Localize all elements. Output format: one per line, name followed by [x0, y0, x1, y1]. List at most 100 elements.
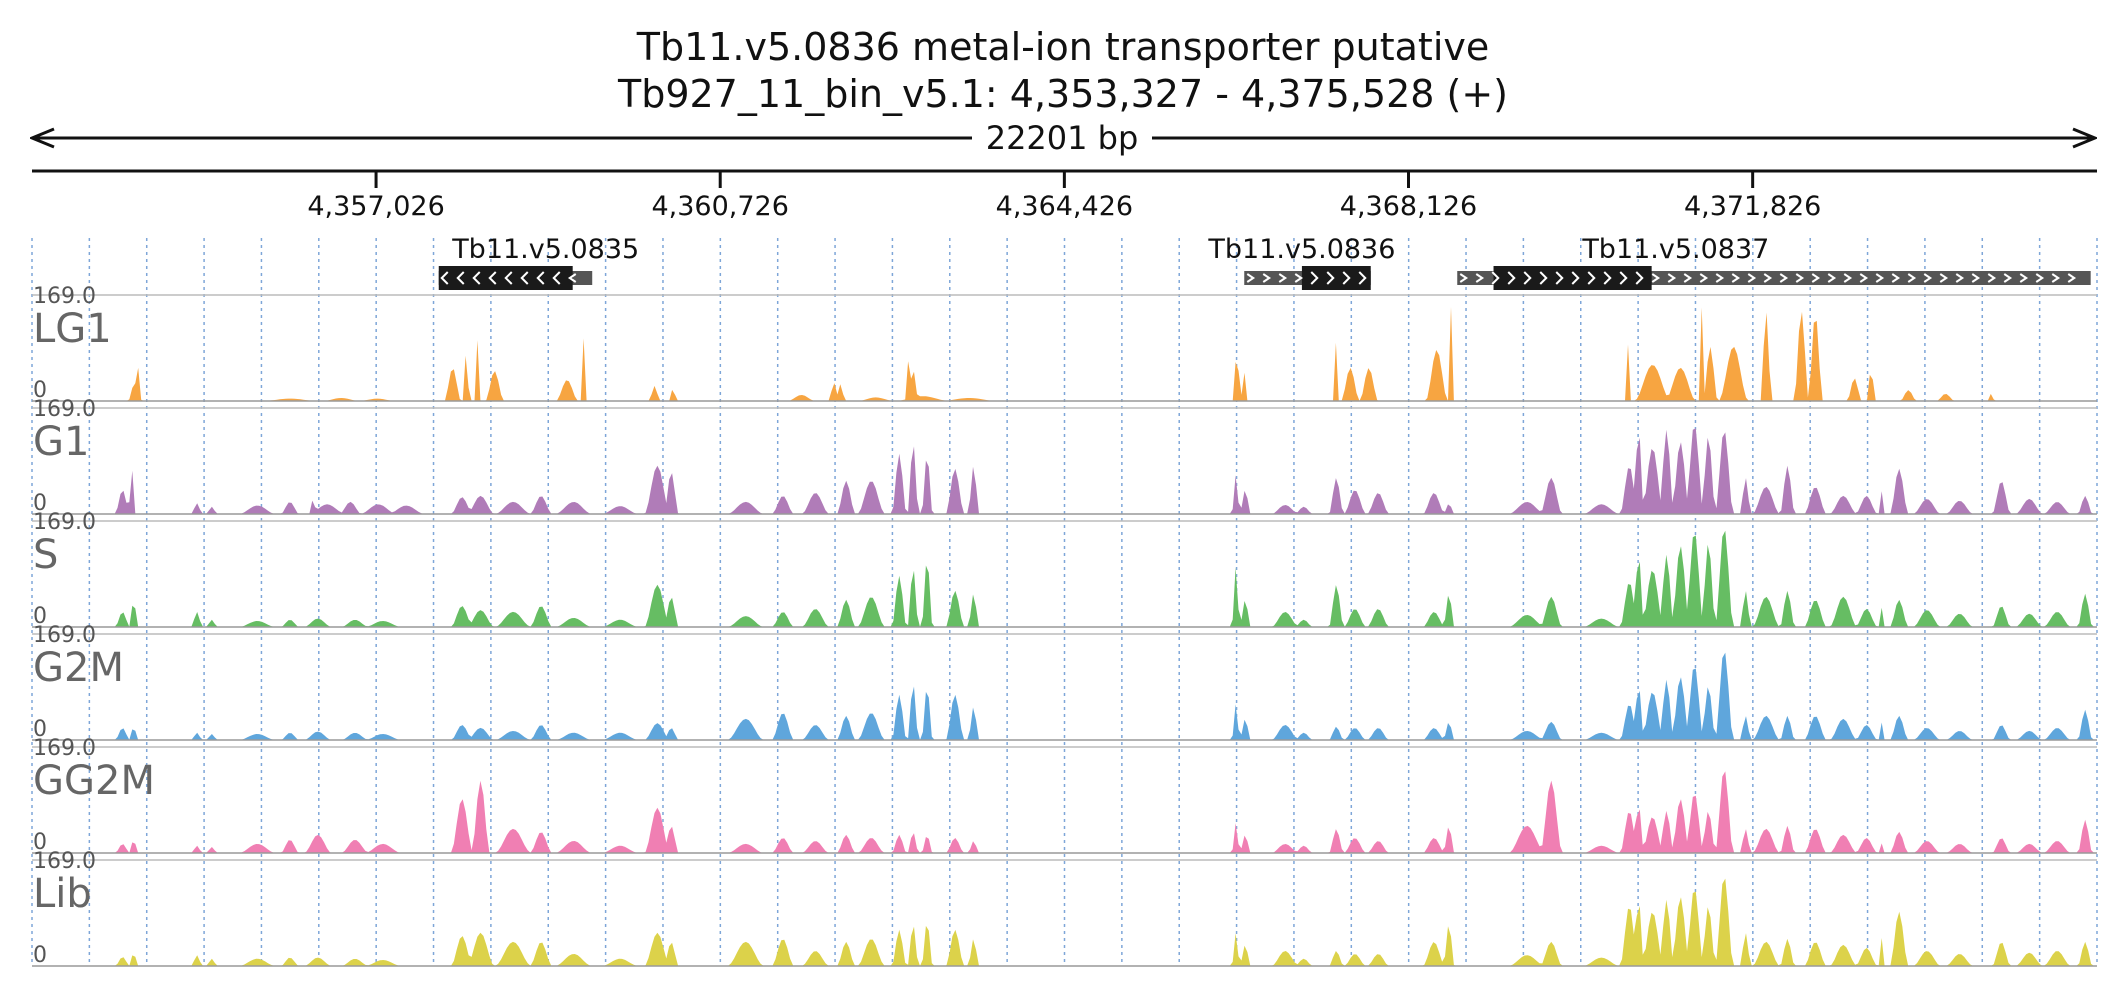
strand-chevron-icon: [1326, 271, 1335, 285]
gene-model[interactable]: Tb11.v5.0837: [1457, 234, 2091, 290]
track-name-label: S: [33, 532, 58, 578]
strand-chevron-icon: [1811, 273, 1821, 283]
strand-chevron-icon: [1859, 273, 1869, 283]
strand-chevron-icon: [1699, 273, 1709, 283]
coordinate-axis: 4,357,026 4,360,726 4,364,426 4,368,126 4,37…: [32, 169, 2097, 222]
strand-chevron-icon: [1571, 271, 1580, 285]
coverage-track-s: 169.0 0 S: [32, 510, 2097, 629]
strand-chevron-icon: [1507, 271, 1516, 285]
strand-chevron-icon: [1555, 271, 1564, 285]
strand-chevron-icon: [1651, 273, 1661, 283]
strand-chevron-icon: [520, 271, 529, 285]
coverage-track-g1: 169.0 0 G1: [32, 397, 2097, 516]
coverage-area: [32, 428, 2097, 514]
strand-chevron-icon: [1310, 271, 1319, 285]
strand-chevron-icon: [472, 271, 481, 285]
track-max-label: 169.0: [33, 397, 96, 422]
strand-chevron-icon: [1731, 273, 1741, 283]
gene-cds: [1301, 266, 1371, 290]
coverage-track-gg2m: 169.0 0 GG2M: [32, 736, 2097, 855]
strand-chevron-icon: [2051, 273, 2061, 283]
strand-chevron-icon: [1475, 273, 1485, 283]
strand-chevron-icon: [1763, 273, 1773, 283]
gene-models-track: Tb11.v5.0835 Tb11.v5.0836 Tb11.v5.0837: [438, 234, 2091, 290]
strand-chevron-icon: [1923, 273, 1933, 283]
strand-chevron-icon: [488, 271, 497, 285]
strand-chevron-icon: [1278, 273, 1288, 283]
strand-chevron-icon: [1971, 273, 1981, 283]
span-length-label: 22201 bp: [986, 119, 1139, 157]
strand-chevron-icon: [1843, 273, 1853, 283]
coverage-area: [32, 878, 2097, 966]
strand-chevron-icon: [1246, 273, 1256, 283]
track-max-label: 169.0: [33, 849, 96, 874]
track-max-label: 169.0: [33, 510, 96, 535]
strand-chevron-icon: [1587, 271, 1596, 285]
gene-label: Tb11.v5.0836: [1207, 234, 1395, 265]
strand-chevron-icon: [536, 271, 545, 285]
strand-chevron-icon: [1955, 273, 1965, 283]
strand-chevron-icon: [1491, 271, 1500, 285]
strand-chevron-icon: [1715, 273, 1725, 283]
strand-chevron-icon: [2003, 273, 2013, 283]
strand-chevron-icon: [2019, 273, 2029, 283]
track-name-label: G1: [33, 419, 89, 465]
gene-model[interactable]: Tb11.v5.0835: [438, 234, 639, 290]
figure-title: Tb11.v5.0836 metal-ion transporter putat…: [636, 25, 1490, 69]
coverage-track-lg1: 169.0 0 LG1: [32, 284, 2097, 403]
span-indicator: 22201 bp: [32, 119, 2095, 157]
strand-chevron-icon: [1683, 273, 1693, 283]
axis-tick-label: 4,364,426: [996, 191, 1133, 222]
strand-chevron-icon: [1747, 273, 1757, 283]
strand-chevron-icon: [1358, 271, 1367, 285]
strand-chevron-icon: [1603, 271, 1612, 285]
strand-chevron-icon: [1795, 273, 1805, 283]
strand-chevron-icon: [1459, 273, 1469, 283]
strand-chevron-icon: [1294, 273, 1304, 283]
gene-label: Tb11.v5.0835: [451, 234, 639, 265]
track-max-label: 169.0: [33, 736, 96, 761]
strand-chevron-icon: [552, 271, 561, 285]
axis-tick-label: 4,360,726: [651, 191, 788, 222]
strand-chevron-icon: [1619, 271, 1628, 285]
gene-cds: [1493, 266, 1652, 290]
track-name-label: GG2M: [33, 758, 155, 804]
track-max-label: 169.0: [33, 284, 96, 309]
track-min-label: 0: [33, 717, 47, 742]
strand-chevron-icon: [504, 271, 513, 285]
strand-chevron-icon: [1667, 273, 1677, 283]
strand-chevron-icon: [2035, 273, 2045, 283]
track-name-label: Lib: [33, 871, 92, 917]
coverage-area: [32, 530, 2097, 627]
strand-chevron-icon: [1907, 273, 1917, 283]
strand-chevron-icon: [2067, 273, 2077, 283]
strand-chevron-icon: [1891, 273, 1901, 283]
track-min-label: 0: [33, 378, 47, 403]
strand-chevron-icon: [1827, 273, 1837, 283]
gene-label: Tb11.v5.0837: [1581, 234, 1769, 265]
axis-tick-label: 4,357,026: [307, 191, 444, 222]
track-min-label: 0: [33, 943, 47, 968]
coverage-track-g2m: 169.0 0 G2M: [32, 623, 2097, 742]
gene-model[interactable]: Tb11.v5.0836: [1207, 234, 1395, 290]
strand-chevron-icon: [1262, 273, 1272, 283]
strand-chevron-icon: [1987, 273, 1997, 283]
strand-chevron-icon: [1523, 271, 1532, 285]
coverage-track-lib: 169.0 0 Lib: [32, 849, 2097, 968]
strand-chevron-icon: [1635, 271, 1644, 285]
strand-chevron-icon: [1342, 271, 1351, 285]
track-min-label: 0: [33, 491, 47, 516]
axis-tick-label: 4,371,826: [1684, 191, 1821, 222]
strand-chevron-icon: [1539, 271, 1548, 285]
strand-chevron-icon: [1875, 273, 1885, 283]
track-name-label: G2M: [33, 645, 124, 691]
track-min-label: 0: [33, 604, 47, 629]
coverage-tracks: 169.00LG1169.00G1169.00S169.00G2M169.00G…: [32, 284, 2097, 968]
strand-chevron-icon: [567, 273, 577, 283]
strand-chevron-icon: [440, 271, 449, 285]
track-max-label: 169.0: [33, 623, 96, 648]
strand-chevron-icon: [456, 271, 465, 285]
gridlines: [31, 238, 2098, 962]
axis-tick-label: 4,368,126: [1340, 191, 1477, 222]
